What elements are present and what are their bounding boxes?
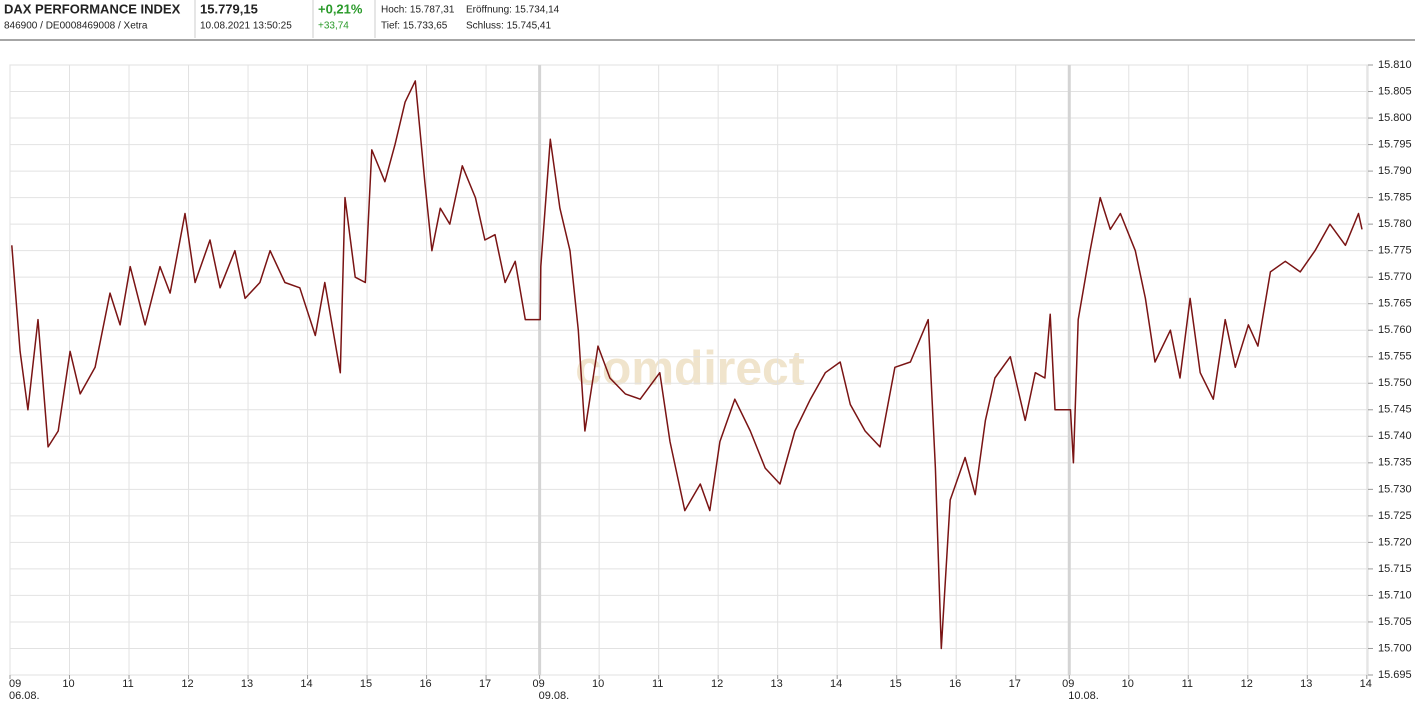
close: Schluss: 15.745,41	[466, 21, 551, 32]
x-tick-label: 15	[360, 678, 372, 690]
index-name: DAX PERFORMANCE INDEX	[4, 1, 181, 16]
y-tick-label: 15.720	[1378, 536, 1412, 548]
date-label: 06.08.	[9, 690, 40, 702]
x-tick-label: 14	[300, 678, 312, 690]
price: 15.779,15	[200, 1, 258, 16]
x-tick-label: 16	[419, 678, 431, 690]
x-tick-label: 10	[62, 678, 74, 690]
x-tick-label: 16	[949, 678, 961, 690]
y-tick-label: 15.705	[1378, 616, 1412, 628]
y-tick-label: 15.715	[1378, 563, 1412, 575]
x-tick-label: 15	[890, 678, 902, 690]
x-tick-label: 10	[1122, 678, 1134, 690]
y-tick-label: 15.780	[1378, 218, 1412, 230]
x-tick-label: 09	[9, 678, 21, 690]
y-tick-label: 15.740	[1378, 430, 1412, 442]
x-tick-label: 09	[1062, 678, 1074, 690]
y-tick-label: 15.710	[1378, 589, 1412, 601]
y-tick-label: 15.760	[1378, 324, 1412, 336]
watermark: comdirect	[575, 343, 804, 396]
x-tick-label: 14	[1360, 678, 1372, 690]
price-line	[11, 80, 1363, 650]
x-tick-label: 11	[1182, 678, 1193, 690]
x-tick-label: 13	[241, 678, 253, 690]
date-label: 09.08.	[539, 690, 570, 702]
y-tick-label: 15.735	[1378, 457, 1412, 469]
y-tick-label: 15.725	[1378, 510, 1412, 522]
x-tick-label: 14	[830, 678, 842, 690]
y-tick-label: 15.800	[1378, 112, 1412, 124]
y-tick-label: 15.810	[1378, 59, 1412, 71]
y-tick-label: 15.775	[1378, 245, 1412, 257]
y-tick-label: 15.700	[1378, 642, 1412, 654]
open: Eröffnung: 15.734,14	[466, 5, 560, 16]
x-tick-label: 10	[592, 678, 604, 690]
y-tick-label: 15.805	[1378, 85, 1412, 97]
x-tick-label: 12	[181, 678, 193, 690]
high: Hoch: 15.787,31	[381, 5, 455, 16]
x-tick-label: 13	[771, 678, 783, 690]
date-label: 10.08.	[1068, 690, 1099, 702]
datetime: 10.08.2021 13:50:25	[200, 21, 292, 32]
x-tick-label: 12	[1241, 678, 1253, 690]
y-tick-label: 15.730	[1378, 483, 1412, 495]
x-tick-label: 11	[122, 678, 133, 690]
y-tick-label: 15.795	[1378, 138, 1412, 150]
y-tick-label: 15.765	[1378, 298, 1412, 310]
y-tick-label: 15.745	[1378, 404, 1412, 416]
x-tick-label: 12	[711, 678, 723, 690]
x-tick-label: 11	[652, 678, 663, 690]
index-ids: 846900 / DE0008469008 / Xetra	[4, 21, 148, 32]
y-tick-label: 15.695	[1378, 669, 1412, 681]
x-tick-label: 17	[479, 678, 491, 690]
x-tick-label: 09	[533, 678, 545, 690]
x-tick-label: 17	[1009, 678, 1021, 690]
y-tick-label: 15.755	[1378, 351, 1412, 363]
y-tick-label: 15.770	[1378, 271, 1412, 283]
x-tick-label: 13	[1300, 678, 1312, 690]
y-tick-label: 15.790	[1378, 165, 1412, 177]
change-pct: +0,21%	[318, 1, 363, 16]
y-tick-label: 15.750	[1378, 377, 1412, 389]
low: Tief: 15.733,65	[381, 21, 448, 32]
y-tick-label: 15.785	[1378, 192, 1412, 204]
change-abs: +33,74	[318, 21, 349, 32]
